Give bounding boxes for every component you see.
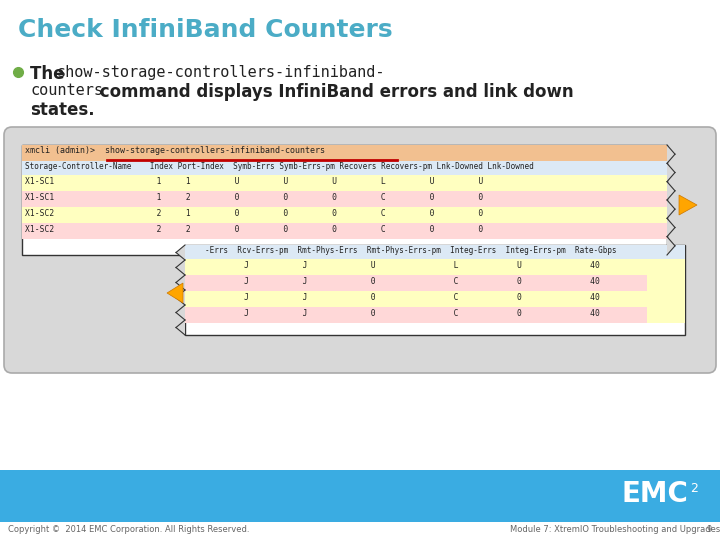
- Bar: [22, 207, 667, 223]
- Bar: [647, 291, 685, 307]
- Polygon shape: [167, 283, 183, 303]
- Text: states.: states.: [30, 101, 94, 119]
- Text: 9: 9: [707, 525, 712, 534]
- Text: J           J             0                C            0              40: J J 0 C 0 40: [205, 277, 600, 286]
- Bar: [22, 161, 667, 175]
- Polygon shape: [667, 145, 675, 255]
- Text: The: The: [30, 65, 71, 83]
- Text: X1-SC1                     1     2         0         0         0         C      : X1-SC1 1 2 0 0 0 C: [25, 193, 483, 202]
- Bar: [0, 470, 720, 522]
- Text: Copyright ©  2014 EMC Corporation. All Rights Reserved.: Copyright © 2014 EMC Corporation. All Ri…: [8, 525, 250, 534]
- Bar: [22, 175, 667, 191]
- Bar: [647, 275, 685, 291]
- Bar: [185, 307, 647, 323]
- Text: command displays InfiniBand errors and link down: command displays InfiniBand errors and l…: [94, 83, 574, 101]
- Bar: [185, 245, 685, 335]
- Text: Module 7: XtremIO Troubleshooting and Upgrades: Module 7: XtremIO Troubleshooting and Up…: [510, 525, 720, 534]
- Bar: [0, 522, 720, 540]
- Bar: [185, 275, 647, 291]
- Bar: [22, 191, 667, 207]
- Text: -Errs  Rcv-Errs-pm  Rmt-Phys-Errs  Rmt-Phys-Errs-pm  Integ-Errs  Integ-Errs-pm  : -Errs Rcv-Errs-pm Rmt-Phys-Errs Rmt-Phys…: [205, 246, 616, 255]
- Text: X1-SC2                     2     1         0         0         0         C      : X1-SC2 2 1 0 0 0 C: [25, 209, 483, 218]
- Text: Check InfiniBand Counters: Check InfiniBand Counters: [18, 18, 392, 42]
- Polygon shape: [679, 195, 697, 215]
- FancyBboxPatch shape: [4, 127, 716, 373]
- Text: EMC: EMC: [621, 480, 688, 508]
- Text: show-storage-controllers-infiniband-: show-storage-controllers-infiniband-: [56, 65, 384, 80]
- Bar: [647, 307, 685, 323]
- Text: J           J             U                L            U              40: J J U L U 40: [205, 261, 600, 270]
- Bar: [22, 145, 667, 255]
- Bar: [22, 145, 667, 161]
- Text: J           J             0                C            0              40: J J 0 C 0 40: [205, 293, 600, 302]
- Bar: [185, 245, 685, 259]
- Text: X1-SC1                     1     1         U         U         U         L      : X1-SC1 1 1 U U U L: [25, 177, 483, 186]
- Polygon shape: [176, 245, 185, 335]
- Text: counters: counters: [30, 83, 103, 98]
- Text: xmcli (admin)>  show-storage-controllers-infiniband-counters: xmcli (admin)> show-storage-controllers-…: [25, 146, 325, 155]
- Text: Storage-Controller-Name    Index Port-Index  Symb-Errs Symb-Errs-pm Recovers Rec: Storage-Controller-Name Index Port-Index…: [25, 162, 534, 171]
- Text: X1-SC2                     2     2         0         0         0         C      : X1-SC2 2 2 0 0 0 C: [25, 225, 483, 234]
- Bar: [185, 291, 647, 307]
- Text: J           J             0                C            0              40: J J 0 C 0 40: [205, 309, 600, 318]
- Text: 2: 2: [690, 482, 698, 495]
- Bar: [185, 259, 647, 275]
- Bar: [22, 223, 667, 239]
- Bar: [647, 259, 685, 275]
